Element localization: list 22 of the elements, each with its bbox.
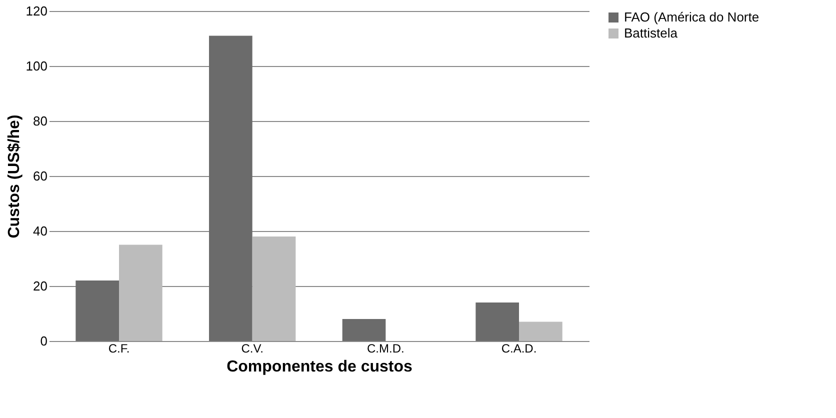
x-tick-label: C.F.: [108, 342, 130, 356]
bar: [519, 322, 562, 341]
y-tick-label: 0: [40, 334, 48, 348]
x-axis-title: Componentes de custos: [226, 358, 412, 376]
x-tick-label: C.A.D.: [501, 342, 537, 356]
y-tick-label: 120: [26, 4, 48, 18]
y-tick-label: 20: [33, 278, 48, 294]
bar: [342, 319, 386, 341]
x-tick-label: C.M.D.: [366, 342, 404, 356]
legend-label: Battistela: [624, 26, 678, 40]
legend-label: FAO (América do Norte: [624, 10, 760, 24]
bar: [76, 280, 119, 341]
y-tick-label: 100: [26, 58, 48, 74]
bar: [476, 302, 519, 341]
y-axis-title: Custos (US$/he): [6, 114, 23, 238]
bar: [252, 236, 296, 341]
bar: [209, 36, 252, 341]
y-tick-label: 40: [33, 224, 48, 238]
x-tick-label: C.V.: [241, 342, 264, 356]
bar: [119, 244, 162, 341]
y-tick-label: 60: [33, 168, 48, 184]
y-tick-label: 80: [33, 114, 48, 128]
